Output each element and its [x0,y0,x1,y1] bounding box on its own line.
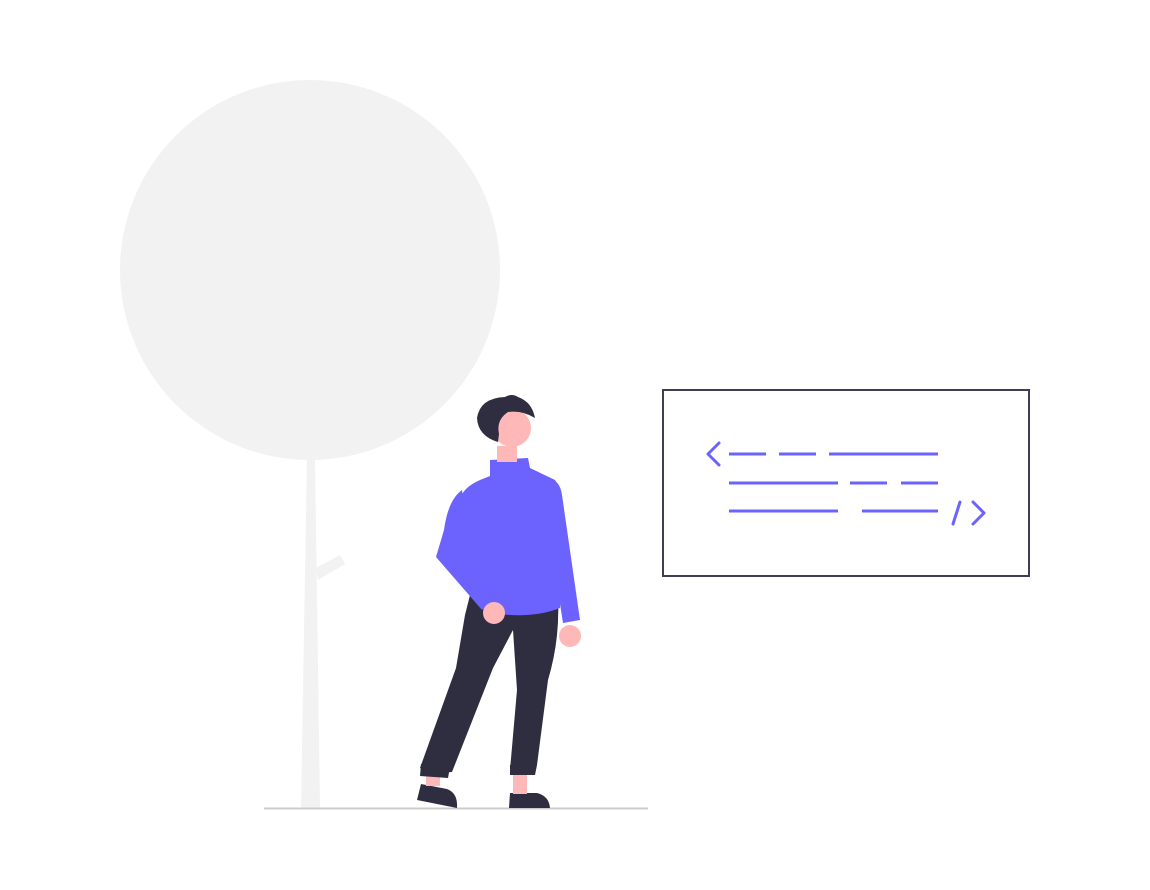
tree-trunk [301,456,320,808]
right-pant-cuff [510,765,537,775]
right-ankle [513,772,527,794]
tree-icon [120,80,500,808]
closing-slash-glyph [951,500,962,526]
person-icon [417,395,581,808]
left-shoe [417,784,458,808]
left-hand [483,602,505,624]
left-pant-cuff [420,764,450,778]
code-panel-frame [662,389,1030,577]
opening-bracket-glyph [706,441,721,467]
code-brackets-icon [662,389,1030,577]
tree-crown [120,80,500,460]
tree-branch [316,555,345,580]
neck [497,446,517,462]
head [493,409,531,447]
left-arm [436,490,492,610]
pants [420,595,559,773]
hair [477,395,535,442]
shirt [460,458,562,616]
right-hand [559,625,581,647]
closing-bracket-glyph [971,500,986,526]
right-shoe [509,793,550,808]
